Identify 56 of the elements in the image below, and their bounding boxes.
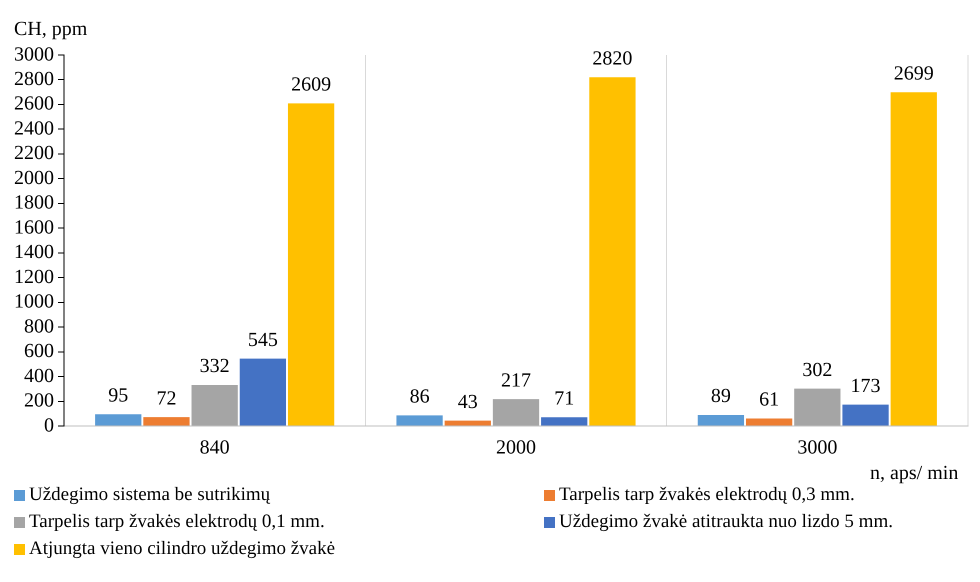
y-tick-label: 1600 xyxy=(14,216,54,238)
data-label: 2609 xyxy=(291,74,332,96)
y-tick-label: 400 xyxy=(24,364,54,387)
bar xyxy=(192,384,238,426)
y-tick-label: 2600 xyxy=(14,92,54,115)
data-label: 2820 xyxy=(592,48,632,70)
legend-label: Uždegimo žvakė atitraukta nuo lizdo 5 mm. xyxy=(559,511,893,533)
bar xyxy=(746,418,792,426)
bar xyxy=(541,417,588,426)
data-label: 302 xyxy=(802,358,832,381)
data-label: 545 xyxy=(248,328,278,351)
bar xyxy=(794,388,840,426)
data-label: 71 xyxy=(554,387,574,410)
y-tick-label: 1400 xyxy=(14,241,54,264)
legend-label: Tarpelis tarp žvakės elektrodų 0,3 mm. xyxy=(559,484,855,506)
bar xyxy=(890,92,937,426)
y-tick-label: 1000 xyxy=(14,290,54,313)
bar xyxy=(842,404,889,426)
y-tick-label: 800 xyxy=(24,315,54,338)
y-tick-label: 2400 xyxy=(14,117,54,140)
data-label: 95 xyxy=(108,384,128,406)
y-tick-label: 2800 xyxy=(14,68,54,90)
data-label: 43 xyxy=(458,390,478,413)
bar xyxy=(95,414,142,426)
x-tick-label: 2000 xyxy=(496,436,536,458)
legend-label: Uždegimo sistema be sutrikimų xyxy=(29,484,270,506)
y-tick-label: 200 xyxy=(24,390,54,412)
y-tick-label: 3000 xyxy=(14,43,54,66)
data-label: 72 xyxy=(156,387,176,410)
y-tick-label: 2200 xyxy=(14,142,54,164)
bar xyxy=(288,103,334,426)
bar xyxy=(492,399,540,426)
bar xyxy=(240,358,286,426)
bar xyxy=(143,417,190,426)
x-tick-label: 840 xyxy=(200,436,230,458)
data-label: 61 xyxy=(759,388,780,411)
data-label: 2699 xyxy=(894,62,934,84)
data-label: 217 xyxy=(501,369,531,392)
y-tick-label: 600 xyxy=(24,340,54,362)
data-label: 89 xyxy=(710,385,731,408)
data-label: 332 xyxy=(200,355,230,378)
data-label: 173 xyxy=(850,374,881,397)
y-axis-title: CH, ppm xyxy=(14,18,88,41)
y-tick-label: 0 xyxy=(44,414,54,436)
data-label: 86 xyxy=(410,386,430,408)
bar xyxy=(589,77,636,426)
bar xyxy=(396,415,443,426)
y-tick-label: 1200 xyxy=(14,266,54,288)
bar xyxy=(698,414,744,426)
y-tick-label: 2000 xyxy=(14,166,54,189)
bar xyxy=(444,420,491,426)
x-tick-label: 3000 xyxy=(797,436,838,458)
legend-label: Atjungta vieno cilindro uždegimo žvakė xyxy=(29,538,336,560)
y-tick-label: 1800 xyxy=(14,192,54,214)
x-axis-title: n, aps/ min xyxy=(870,462,958,485)
legend-label: Tarpelis tarp žvakės elektrodų 0,1 mm. xyxy=(29,511,325,533)
